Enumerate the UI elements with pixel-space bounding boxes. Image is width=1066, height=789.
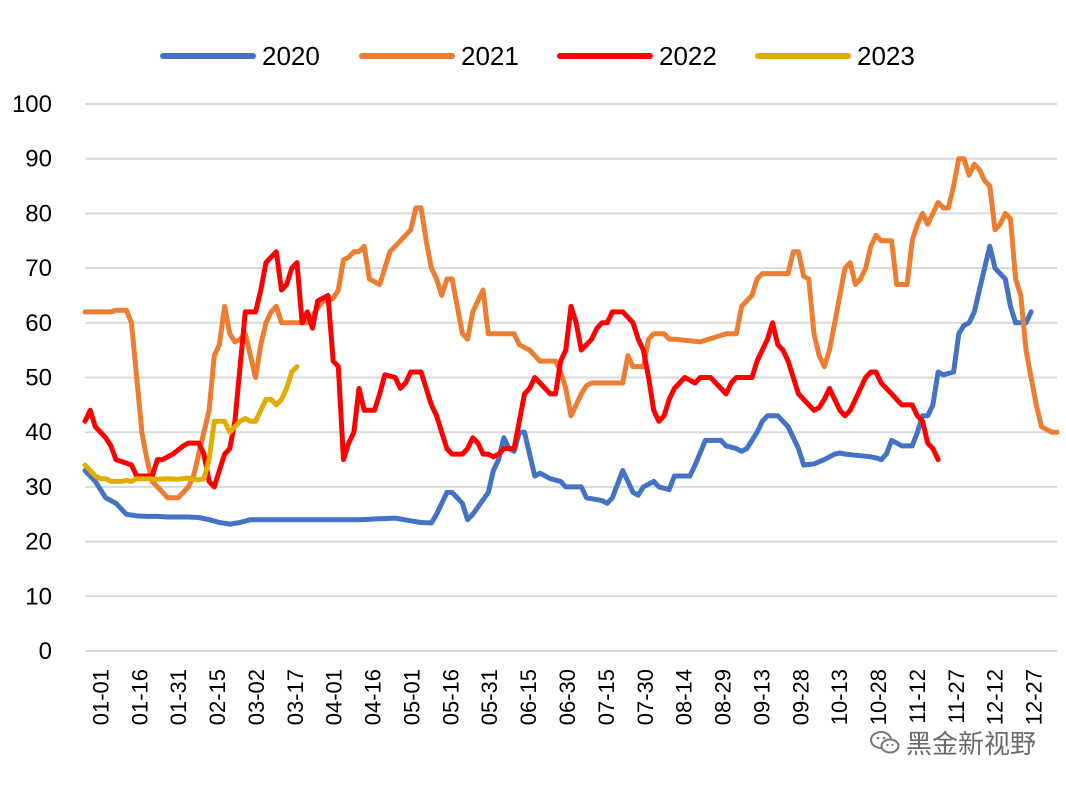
y-axis-ticks: 0 10 20 30 40 50 60 70 80 90 100 — [12, 91, 52, 665]
x-tick-label: 12-27 — [1022, 669, 1047, 725]
legend-label-2021: 2021 — [461, 41, 519, 71]
x-tick-label: 05-16 — [438, 669, 463, 725]
y-tick-label: 50 — [25, 365, 52, 392]
legend-label-2020: 2020 — [262, 41, 320, 71]
watermark-text: 黑金新视野 — [905, 730, 1036, 760]
watermark: 黑金新视野 — [869, 724, 1036, 761]
legend-label-2023: 2023 — [857, 41, 915, 71]
x-tick-label: 06-30 — [555, 669, 580, 725]
series-line-2021 — [82, 156, 1060, 501]
x-tick-label: 09-28 — [788, 669, 813, 725]
series-line-2023 — [82, 364, 300, 484]
series-line-2022 — [82, 249, 941, 490]
x-tick-label: 09-13 — [749, 669, 774, 725]
x-tick-label: 08-14 — [672, 669, 697, 725]
x-tick-label: 12-12 — [983, 669, 1008, 725]
x-axis-ticks: 01-01 01-16 01-31 02-15 03-02 03-17 04-01 04-16… — [88, 669, 1046, 725]
x-tick-label: 07-15 — [594, 669, 619, 725]
x-tick-label: 08-29 — [711, 669, 736, 725]
x-tick-label: 04-01 — [322, 669, 347, 725]
x-tick-label: 11-12 — [905, 669, 930, 724]
y-tick-label: 30 — [25, 474, 52, 501]
y-tick-label: 0 — [39, 638, 52, 665]
y-tick-label: 80 — [25, 200, 52, 227]
x-tick-label: 01-31 — [166, 669, 191, 725]
x-tick-label: 06-15 — [516, 669, 541, 725]
y-tick-label: 20 — [25, 529, 52, 556]
x-tick-label: 10-28 — [866, 669, 891, 725]
x-tick-label: 11-27 — [944, 669, 969, 724]
wechat-icon — [869, 730, 900, 753]
legend: 2020 2021 2022 2023 — [160, 41, 915, 71]
y-tick-label: 10 — [25, 583, 52, 610]
x-tick-label: 02-15 — [205, 669, 230, 725]
legend-label-2022: 2022 — [659, 41, 717, 71]
x-tick-label: 04-16 — [361, 669, 386, 725]
y-tick-label: 40 — [25, 419, 52, 446]
y-tick-label: 100 — [12, 91, 52, 118]
x-tick-label: 01-16 — [127, 669, 152, 725]
y-tick-label: 90 — [25, 146, 52, 173]
y-tick-label: 70 — [25, 255, 52, 282]
x-tick-label: 07-30 — [633, 669, 658, 725]
x-tick-label: 01-01 — [88, 669, 113, 725]
x-tick-label: 05-31 — [477, 669, 502, 725]
x-tick-label: 03-02 — [244, 669, 269, 725]
x-tick-label: 03-17 — [283, 669, 308, 725]
x-tick-label: 05-01 — [399, 669, 424, 725]
y-tick-label: 60 — [25, 310, 52, 337]
gridlines — [85, 103, 1057, 652]
series-lines — [82, 156, 1060, 527]
x-tick-label: 10-13 — [827, 669, 852, 725]
